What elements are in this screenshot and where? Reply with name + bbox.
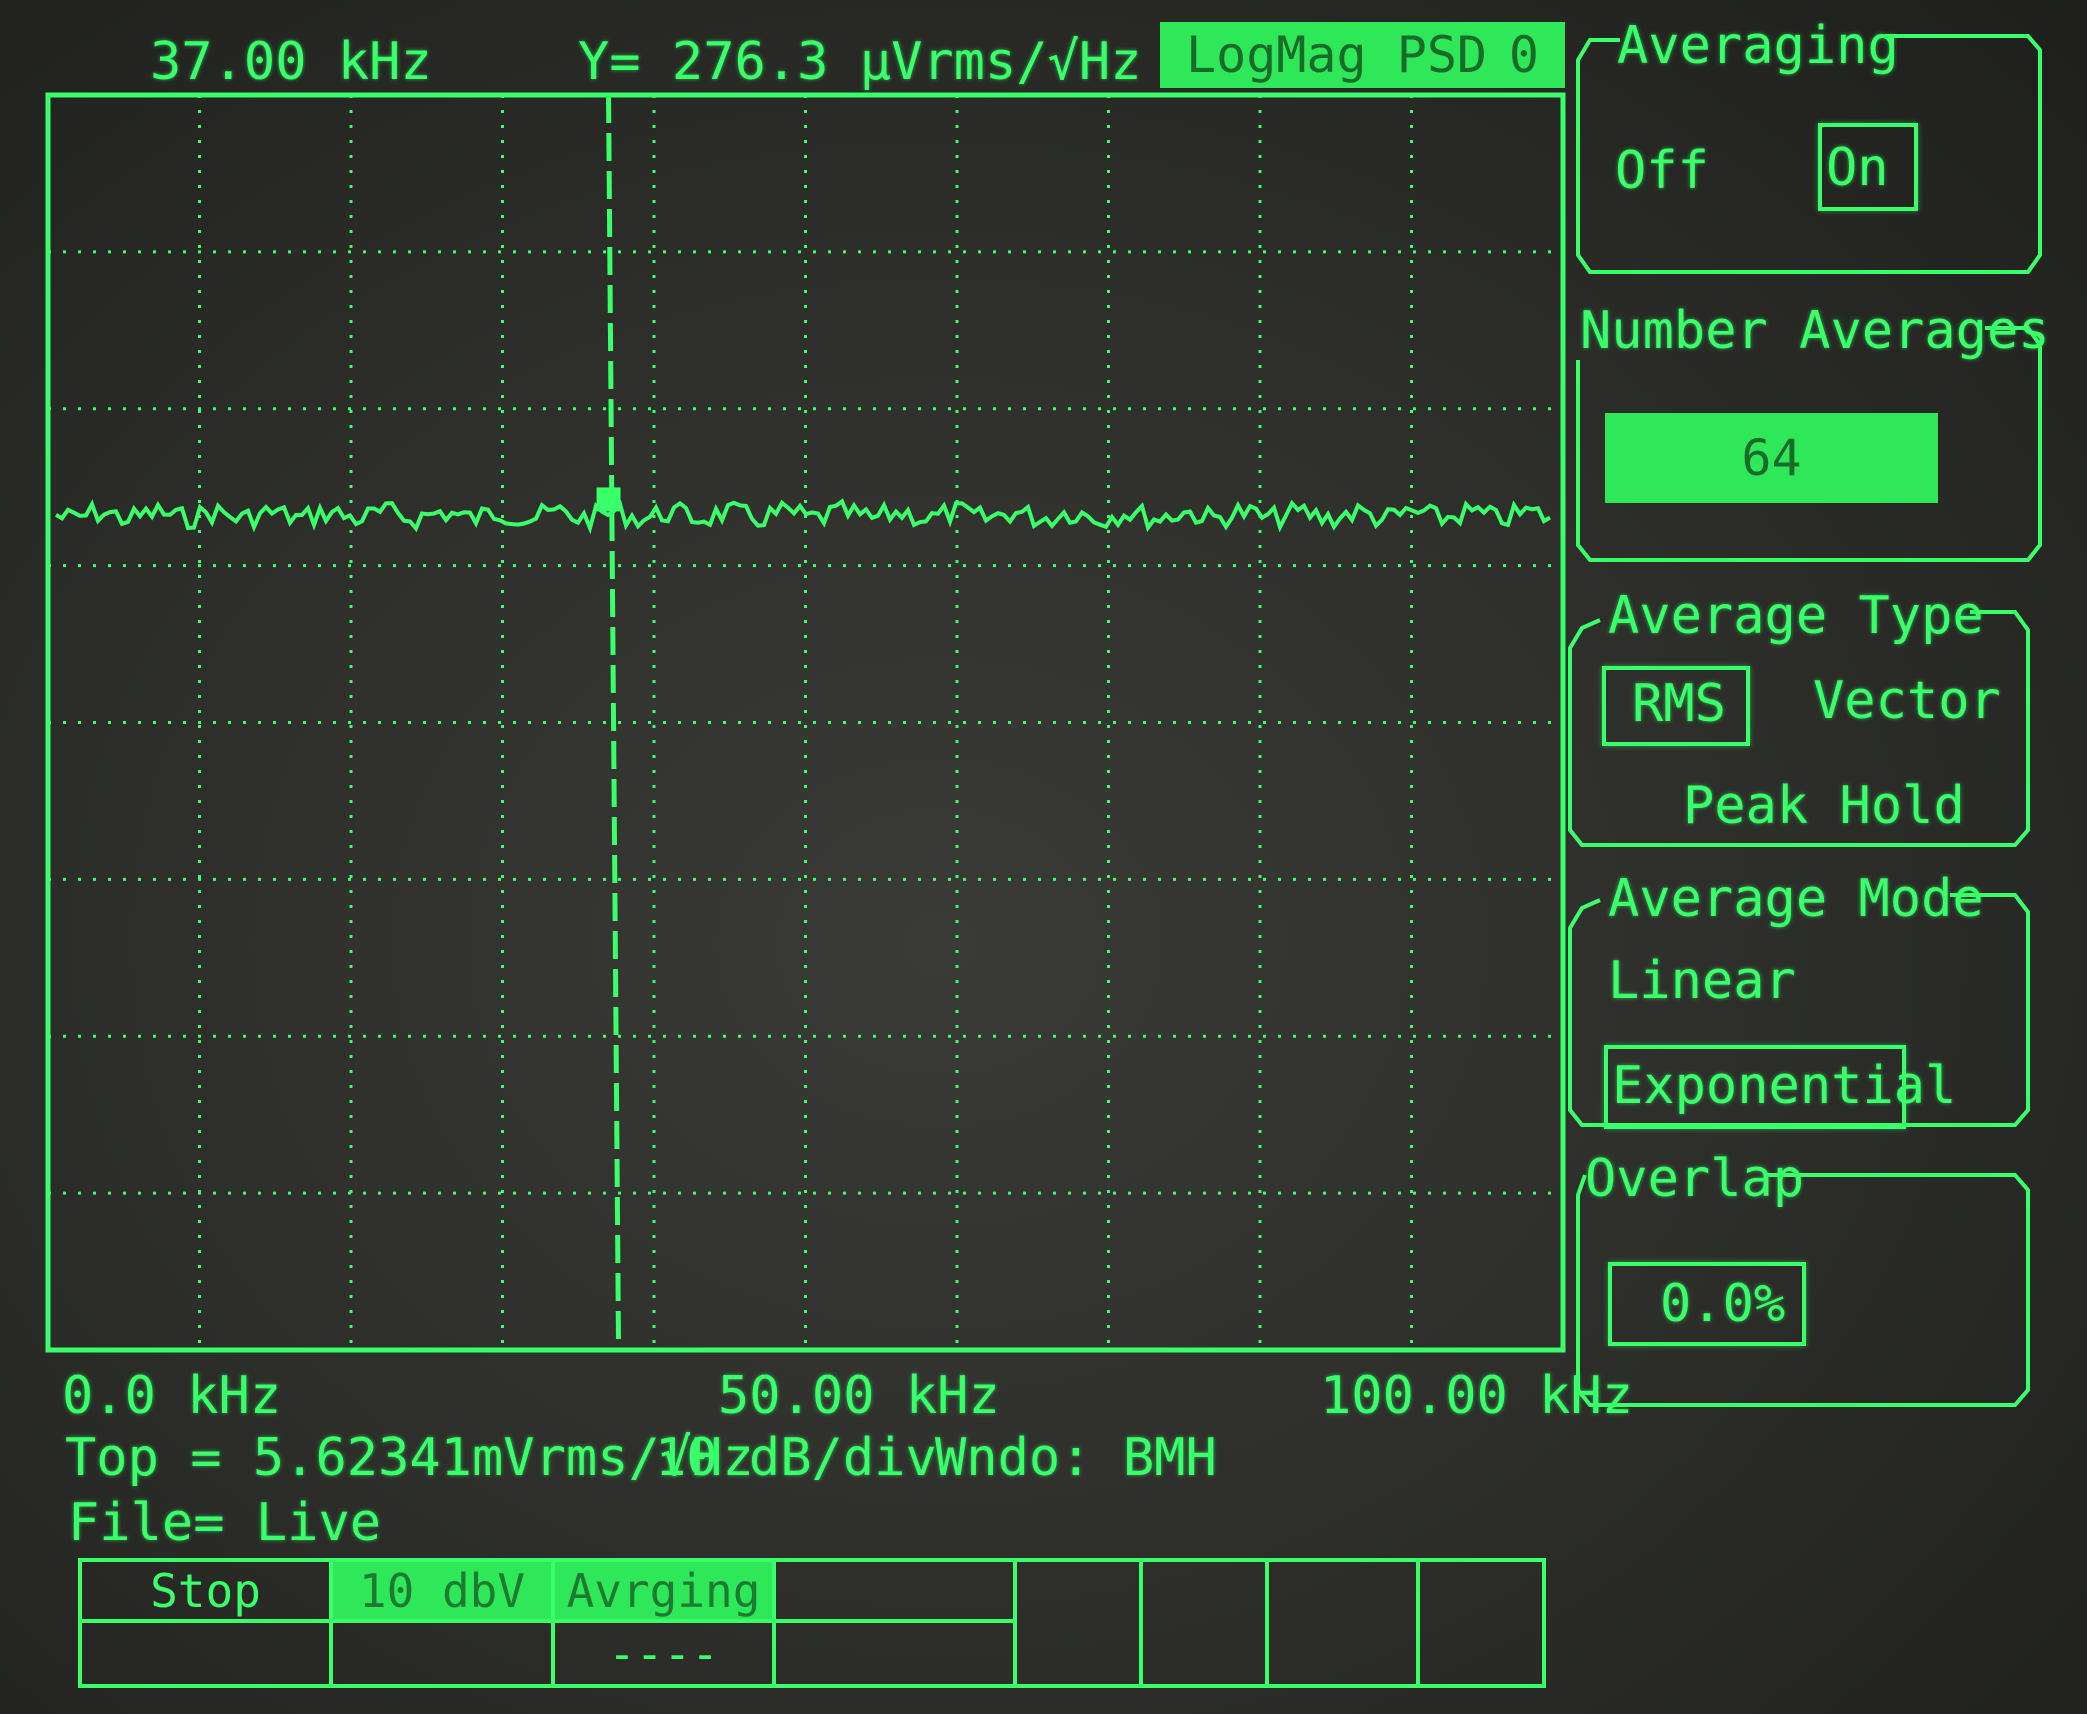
- averaging-on-label: On: [1826, 138, 1889, 198]
- average-mode-title: Average Mode: [1608, 869, 1984, 929]
- number-averages-title: Number Averages: [1580, 301, 2050, 361]
- averaging-off-option[interactable]: Off: [1615, 141, 1709, 201]
- spectrum-trace: [54, 498, 1552, 535]
- average-type-vector-option[interactable]: Vector: [1813, 671, 2001, 731]
- file-status: File= Live: [68, 1493, 382, 1553]
- average-type-rms-label: RMS: [1632, 674, 1726, 734]
- marker-cursor-line: [606, 94, 622, 1351]
- softkey-avrging-sub-label: ----: [608, 1626, 719, 1681]
- softkey-4[interactable]: [772, 1558, 1017, 1623]
- marker-frequency: 37.00 kHz: [150, 32, 432, 92]
- softkey-stop-label: Stop: [150, 1563, 261, 1618]
- overlap-title: Overlap: [1585, 1149, 1805, 1209]
- softkey-range[interactable]: 10 dbV: [329, 1558, 555, 1623]
- softkey-8[interactable]: [1416, 1558, 1546, 1688]
- average-mode-exponential-label: Exponential: [1612, 1056, 1957, 1116]
- softkey-bar: Stop 10 dbV Avrging ----: [78, 1558, 1568, 1688]
- softkey-stop-lower[interactable]: [78, 1619, 333, 1688]
- average-mode-linear-option[interactable]: Linear: [1608, 951, 1796, 1011]
- softkey-avrging[interactable]: Avrging: [551, 1558, 776, 1623]
- trace-title-badge[interactable]: LogMag PSD 0: [1160, 22, 1565, 88]
- trace-index: 0: [1508, 26, 1539, 84]
- overlap-field[interactable]: [1608, 1262, 1806, 1346]
- softkey-avrging-label: Avrging: [566, 1563, 761, 1618]
- softkey-7[interactable]: [1265, 1558, 1420, 1688]
- softkey-5[interactable]: [1013, 1558, 1143, 1688]
- average-type-peak-hold-option[interactable]: Peak Hold: [1683, 776, 1965, 836]
- average-type-title: Average Type: [1608, 586, 1984, 646]
- number-averages-value: 64: [1741, 429, 1802, 487]
- marker-point: [596, 487, 621, 512]
- softkey-4-lower[interactable]: [772, 1619, 1017, 1688]
- averaging-on-option[interactable]: [1818, 123, 1918, 211]
- x-axis-center: 50.00 kHz: [718, 1366, 1000, 1426]
- overlap-value: 0.0%: [1660, 1274, 1786, 1334]
- softkey-avrging-lower[interactable]: ----: [551, 1619, 776, 1688]
- average-mode-exponential-option[interactable]: [1604, 1045, 1906, 1129]
- number-averages-field[interactable]: 64: [1605, 413, 1938, 503]
- window-type: Wndo: BMH: [935, 1428, 1217, 1488]
- top-reference: Top = 5.62341mVrms/√Hz: [65, 1428, 754, 1488]
- softkey-range-lower[interactable]: [329, 1619, 555, 1688]
- softkey-range-label: 10 dbV: [358, 1563, 526, 1618]
- x-axis-start: 0.0 kHz: [62, 1366, 282, 1426]
- softkey-6[interactable]: [1139, 1558, 1269, 1688]
- averaging-title: Averaging: [1617, 16, 1899, 76]
- average-type-rms-option[interactable]: [1602, 666, 1750, 746]
- marker-value: Y= 276.3 µVrms/√Hz: [578, 32, 1142, 92]
- scale-per-div: 10 dB/div: [655, 1428, 937, 1488]
- trace-title: LogMag PSD: [1186, 26, 1488, 84]
- plot-grid: [48, 95, 1563, 1350]
- softkey-stop[interactable]: Stop: [78, 1558, 333, 1623]
